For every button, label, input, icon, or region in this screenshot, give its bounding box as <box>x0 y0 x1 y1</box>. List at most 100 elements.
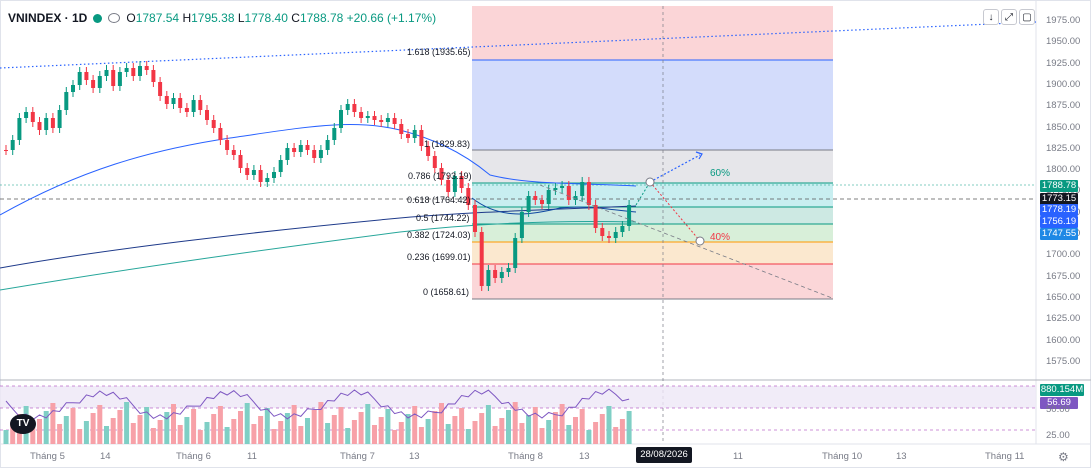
volume-bar <box>358 412 364 444</box>
projection-paths[interactable] <box>539 151 833 299</box>
candle-body <box>493 270 498 278</box>
volume-bar <box>30 427 36 444</box>
candle-body <box>379 120 384 122</box>
time-axis-label: Tháng 5 <box>30 451 65 462</box>
candle-body <box>339 110 343 128</box>
volume-bar <box>579 409 585 444</box>
fit-screen-icon[interactable]: ⤢ <box>1001 9 1017 25</box>
candle-body <box>184 108 189 112</box>
time-axis-label: Tháng 6 <box>176 451 211 462</box>
time-axis-label: Tháng 7 <box>340 451 375 462</box>
price-axis-label: 1850.00 <box>1046 121 1081 133</box>
candle-body <box>44 118 49 130</box>
candle-body <box>225 140 230 150</box>
candle-body <box>84 72 89 80</box>
volume-bar <box>593 422 599 444</box>
volume-bar <box>83 421 89 444</box>
volume-bar <box>459 408 465 444</box>
candle-body <box>459 176 464 188</box>
candle-body <box>138 66 142 76</box>
candle-body <box>473 205 477 232</box>
candle-body <box>446 180 451 192</box>
price-tag: 1773.15 <box>1040 193 1078 205</box>
price-axis-label: 1800.00 <box>1046 164 1081 176</box>
low-value: 1778.40 <box>244 11 288 25</box>
candle-body <box>392 118 397 124</box>
volume-bar <box>171 404 176 444</box>
price-axis-label: 1625.00 <box>1046 313 1081 325</box>
projection-node-bottom[interactable] <box>695 236 705 246</box>
volume-bar <box>606 406 612 444</box>
volume-bar <box>619 419 625 444</box>
price-axis-label: 1650.00 <box>1046 291 1081 303</box>
candle-body <box>365 116 370 118</box>
candle-body <box>419 130 424 146</box>
price-axis-label: 1700.00 <box>1046 249 1081 261</box>
volume-bar <box>365 404 371 444</box>
candle-body <box>452 176 457 192</box>
volume-bar <box>217 406 223 444</box>
volume-bar <box>539 428 545 444</box>
open-value: 1787.54 <box>135 11 180 25</box>
candle-body <box>580 182 585 196</box>
symbol-title[interactable]: VNINDEX · 1D <box>8 11 88 25</box>
candle-body <box>479 232 484 286</box>
candle-body <box>258 170 263 182</box>
volume-bar <box>150 428 156 444</box>
volume-bar <box>452 416 458 444</box>
volume-bar <box>224 427 230 444</box>
candle-body <box>117 72 122 86</box>
volume-bar <box>418 427 424 444</box>
candle-body <box>318 150 323 158</box>
volume-bar <box>398 422 404 444</box>
ohlc-values: O1787.54 H1795.38 L1778.40 C1788.78 +20.… <box>126 11 437 25</box>
volume-bar <box>385 409 391 444</box>
fib-label: 1 (1829.83) <box>424 139 471 149</box>
volume-bar <box>90 413 96 444</box>
volume-bar <box>626 411 632 444</box>
scroll-down-icon[interactable]: ↓ <box>983 9 999 25</box>
candle-body <box>613 232 618 238</box>
volume-bar <box>238 411 243 444</box>
volume-bar <box>37 419 42 444</box>
volume-bar <box>546 420 552 444</box>
candle-body <box>211 120 216 128</box>
price-axis-label: 1575.00 <box>1046 355 1081 367</box>
volume-bar <box>532 407 538 444</box>
time-axis-label: Tháng 11 <box>985 451 1025 462</box>
volume-bar <box>432 411 438 444</box>
volume-bar <box>191 409 197 444</box>
settings-gear-icon[interactable]: ⚙ <box>1058 450 1069 464</box>
rsi-axis-25: 25.00 <box>1046 430 1070 441</box>
volume-bar <box>97 405 103 444</box>
volume-bar <box>559 404 565 444</box>
volume-bar <box>512 402 518 444</box>
candle-body <box>399 124 404 134</box>
volume-bar <box>485 405 491 444</box>
trend-line-upper[interactable] <box>0 21 1037 69</box>
change-value: +20.66 (+1.17%) <box>346 11 437 25</box>
candle-body <box>64 92 69 110</box>
time-axis-label: 11 <box>247 451 257 462</box>
price-axis-label: 1950.00 <box>1046 36 1081 48</box>
volume-bar <box>284 413 290 444</box>
volume-bar <box>552 412 558 444</box>
candle-body <box>546 190 551 204</box>
eye-icon[interactable] <box>108 13 121 23</box>
volume-bar <box>405 414 411 444</box>
volume-bar <box>599 414 605 444</box>
fullscreen-icon[interactable]: ▢ <box>1019 9 1035 25</box>
time-axis-label: 13 <box>409 451 420 462</box>
candle-body <box>285 148 290 160</box>
scenario-down-label: 40% <box>710 232 731 243</box>
volume-bar <box>499 418 505 444</box>
rsi-axis-50: 50.00 <box>1046 404 1070 415</box>
price-tag: 1778.19 <box>1040 204 1078 216</box>
price-axis-label: 1975.00 <box>1046 15 1081 26</box>
candle-body <box>593 205 598 228</box>
volume-bar <box>325 423 331 444</box>
time-axis-label: 13 <box>896 451 907 462</box>
candle-body <box>265 178 270 182</box>
projection-node-top[interactable] <box>645 177 655 187</box>
